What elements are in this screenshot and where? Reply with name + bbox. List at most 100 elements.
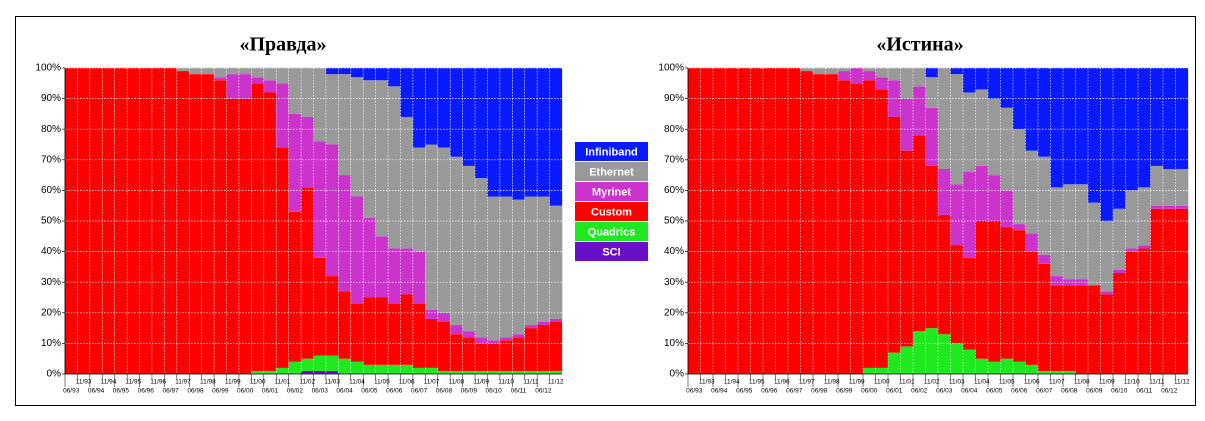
bar-segment — [938, 214, 951, 335]
x-tick-label: 06/95 — [113, 388, 130, 395]
bar-segment — [375, 297, 389, 365]
bar-segment — [400, 116, 413, 249]
bar-segment — [325, 68, 339, 75]
bars — [65, 68, 562, 375]
x-tick-label: 06/04 — [961, 388, 978, 395]
bar-segment — [338, 68, 351, 75]
bar-segment — [988, 98, 1001, 176]
bar-segment — [813, 74, 826, 375]
bar-segment — [725, 68, 738, 374]
x-tick-label: 06/96 — [138, 388, 155, 395]
x-tick-label: 06/10 — [1111, 388, 1128, 395]
bar-segment — [838, 80, 851, 375]
x-tick-label: 06/99 — [212, 388, 229, 395]
chart-layer: «Правда» 0% 10% 20% 30% 40% 50% 60% 70% 80% 90% 100… — [35, 34, 1190, 395]
y-tick-label: 30% — [664, 277, 684, 288]
bar-segment — [1175, 168, 1188, 206]
bar-segment — [825, 74, 838, 375]
legend-swatch — [575, 142, 648, 161]
y-tick-label: 50% — [664, 216, 684, 227]
legend-label: Ethernet — [589, 166, 634, 178]
legend-swatch — [575, 202, 648, 221]
bar-segment — [900, 150, 913, 347]
bar-segment — [214, 80, 227, 375]
legend-swatch — [575, 182, 648, 201]
y-tick-label: 20% — [41, 307, 61, 318]
bar-segment — [549, 321, 562, 371]
bar-segment — [375, 68, 389, 81]
bar-segment — [127, 68, 140, 374]
bar-segment — [888, 116, 901, 353]
bar-segment — [825, 68, 838, 75]
bar-segment — [450, 334, 463, 371]
x-tick-label: 11/08 — [1074, 379, 1090, 386]
x-tick-label: 11/00 — [874, 379, 890, 386]
bars — [688, 68, 1188, 375]
bar-segment — [813, 68, 826, 75]
bar-segment — [1050, 285, 1063, 371]
x-tick-label: 11/98 — [824, 379, 840, 386]
bar-segment — [313, 355, 326, 371]
x-tick-label: 11/10 — [1124, 379, 1140, 386]
bar-segment — [1013, 230, 1026, 362]
bar-segment — [1163, 168, 1176, 206]
bar-segment — [1138, 245, 1151, 249]
x-tick-label: 06/00 — [861, 388, 878, 395]
bar-segment — [375, 80, 389, 237]
x-tick-label: 06/05 — [986, 388, 1003, 395]
bar-segment — [863, 80, 876, 368]
y-tick-label: 40% — [41, 246, 61, 257]
bar-segment — [549, 318, 562, 322]
bar-segment — [276, 83, 289, 148]
bar-segment — [450, 156, 463, 326]
chart-title: «Правда» — [239, 34, 326, 56]
bar-segment — [114, 68, 128, 374]
bar-segment — [276, 367, 289, 374]
bar-segment — [1063, 285, 1076, 371]
legend-label: Custom — [591, 206, 632, 218]
bar-segment — [325, 355, 339, 371]
bar-segment — [425, 144, 438, 310]
bar-segment — [388, 86, 401, 249]
bar-segment — [238, 68, 252, 75]
bar-segment — [1075, 184, 1088, 280]
bar-segment — [524, 325, 538, 329]
bar-segment — [437, 68, 451, 148]
bar-segment — [950, 343, 963, 374]
bar-segment — [263, 370, 277, 374]
x-tick-label: 06/96 — [761, 388, 778, 395]
y-tick-label: 80% — [41, 124, 61, 135]
bar-segment — [925, 328, 938, 374]
bar-segment — [913, 68, 926, 87]
x-tick-label: 06/03 — [312, 388, 329, 395]
x-tick-label: 06/12 — [1161, 388, 1178, 395]
bar-segment — [400, 364, 413, 374]
chart-title: «Истина» — [876, 34, 963, 56]
bar-segment — [537, 68, 550, 197]
x-tick-label: 11/04 — [349, 379, 365, 386]
bar-segment — [938, 168, 951, 215]
x-tick-label: 11/09 — [473, 379, 489, 386]
bar-segment — [963, 68, 976, 93]
bar-segment — [425, 309, 438, 319]
legend-label: Myrinet — [592, 186, 631, 198]
bar-segment — [549, 205, 562, 319]
bar-segment — [850, 68, 863, 84]
x-tick-label: 11/93 — [76, 379, 92, 386]
bar-segment — [975, 68, 988, 90]
bar-segment — [263, 68, 277, 81]
bar-segment — [251, 77, 264, 84]
bar-segment — [350, 77, 364, 197]
x-tick-label: 11/12 — [1174, 379, 1190, 386]
y-tick-label: 20% — [664, 307, 684, 318]
bar-segment — [512, 334, 525, 338]
bar-segment — [537, 321, 550, 326]
x-tick-label: 11/95 — [125, 379, 141, 386]
x-tick-label: 06/05 — [361, 388, 378, 395]
bar-segment — [251, 83, 264, 371]
bar-segment — [1000, 107, 1013, 191]
bar-segment — [1013, 361, 1026, 374]
bar-segment — [1063, 68, 1076, 185]
bar-segment — [201, 68, 215, 75]
bar-segment — [950, 245, 963, 344]
